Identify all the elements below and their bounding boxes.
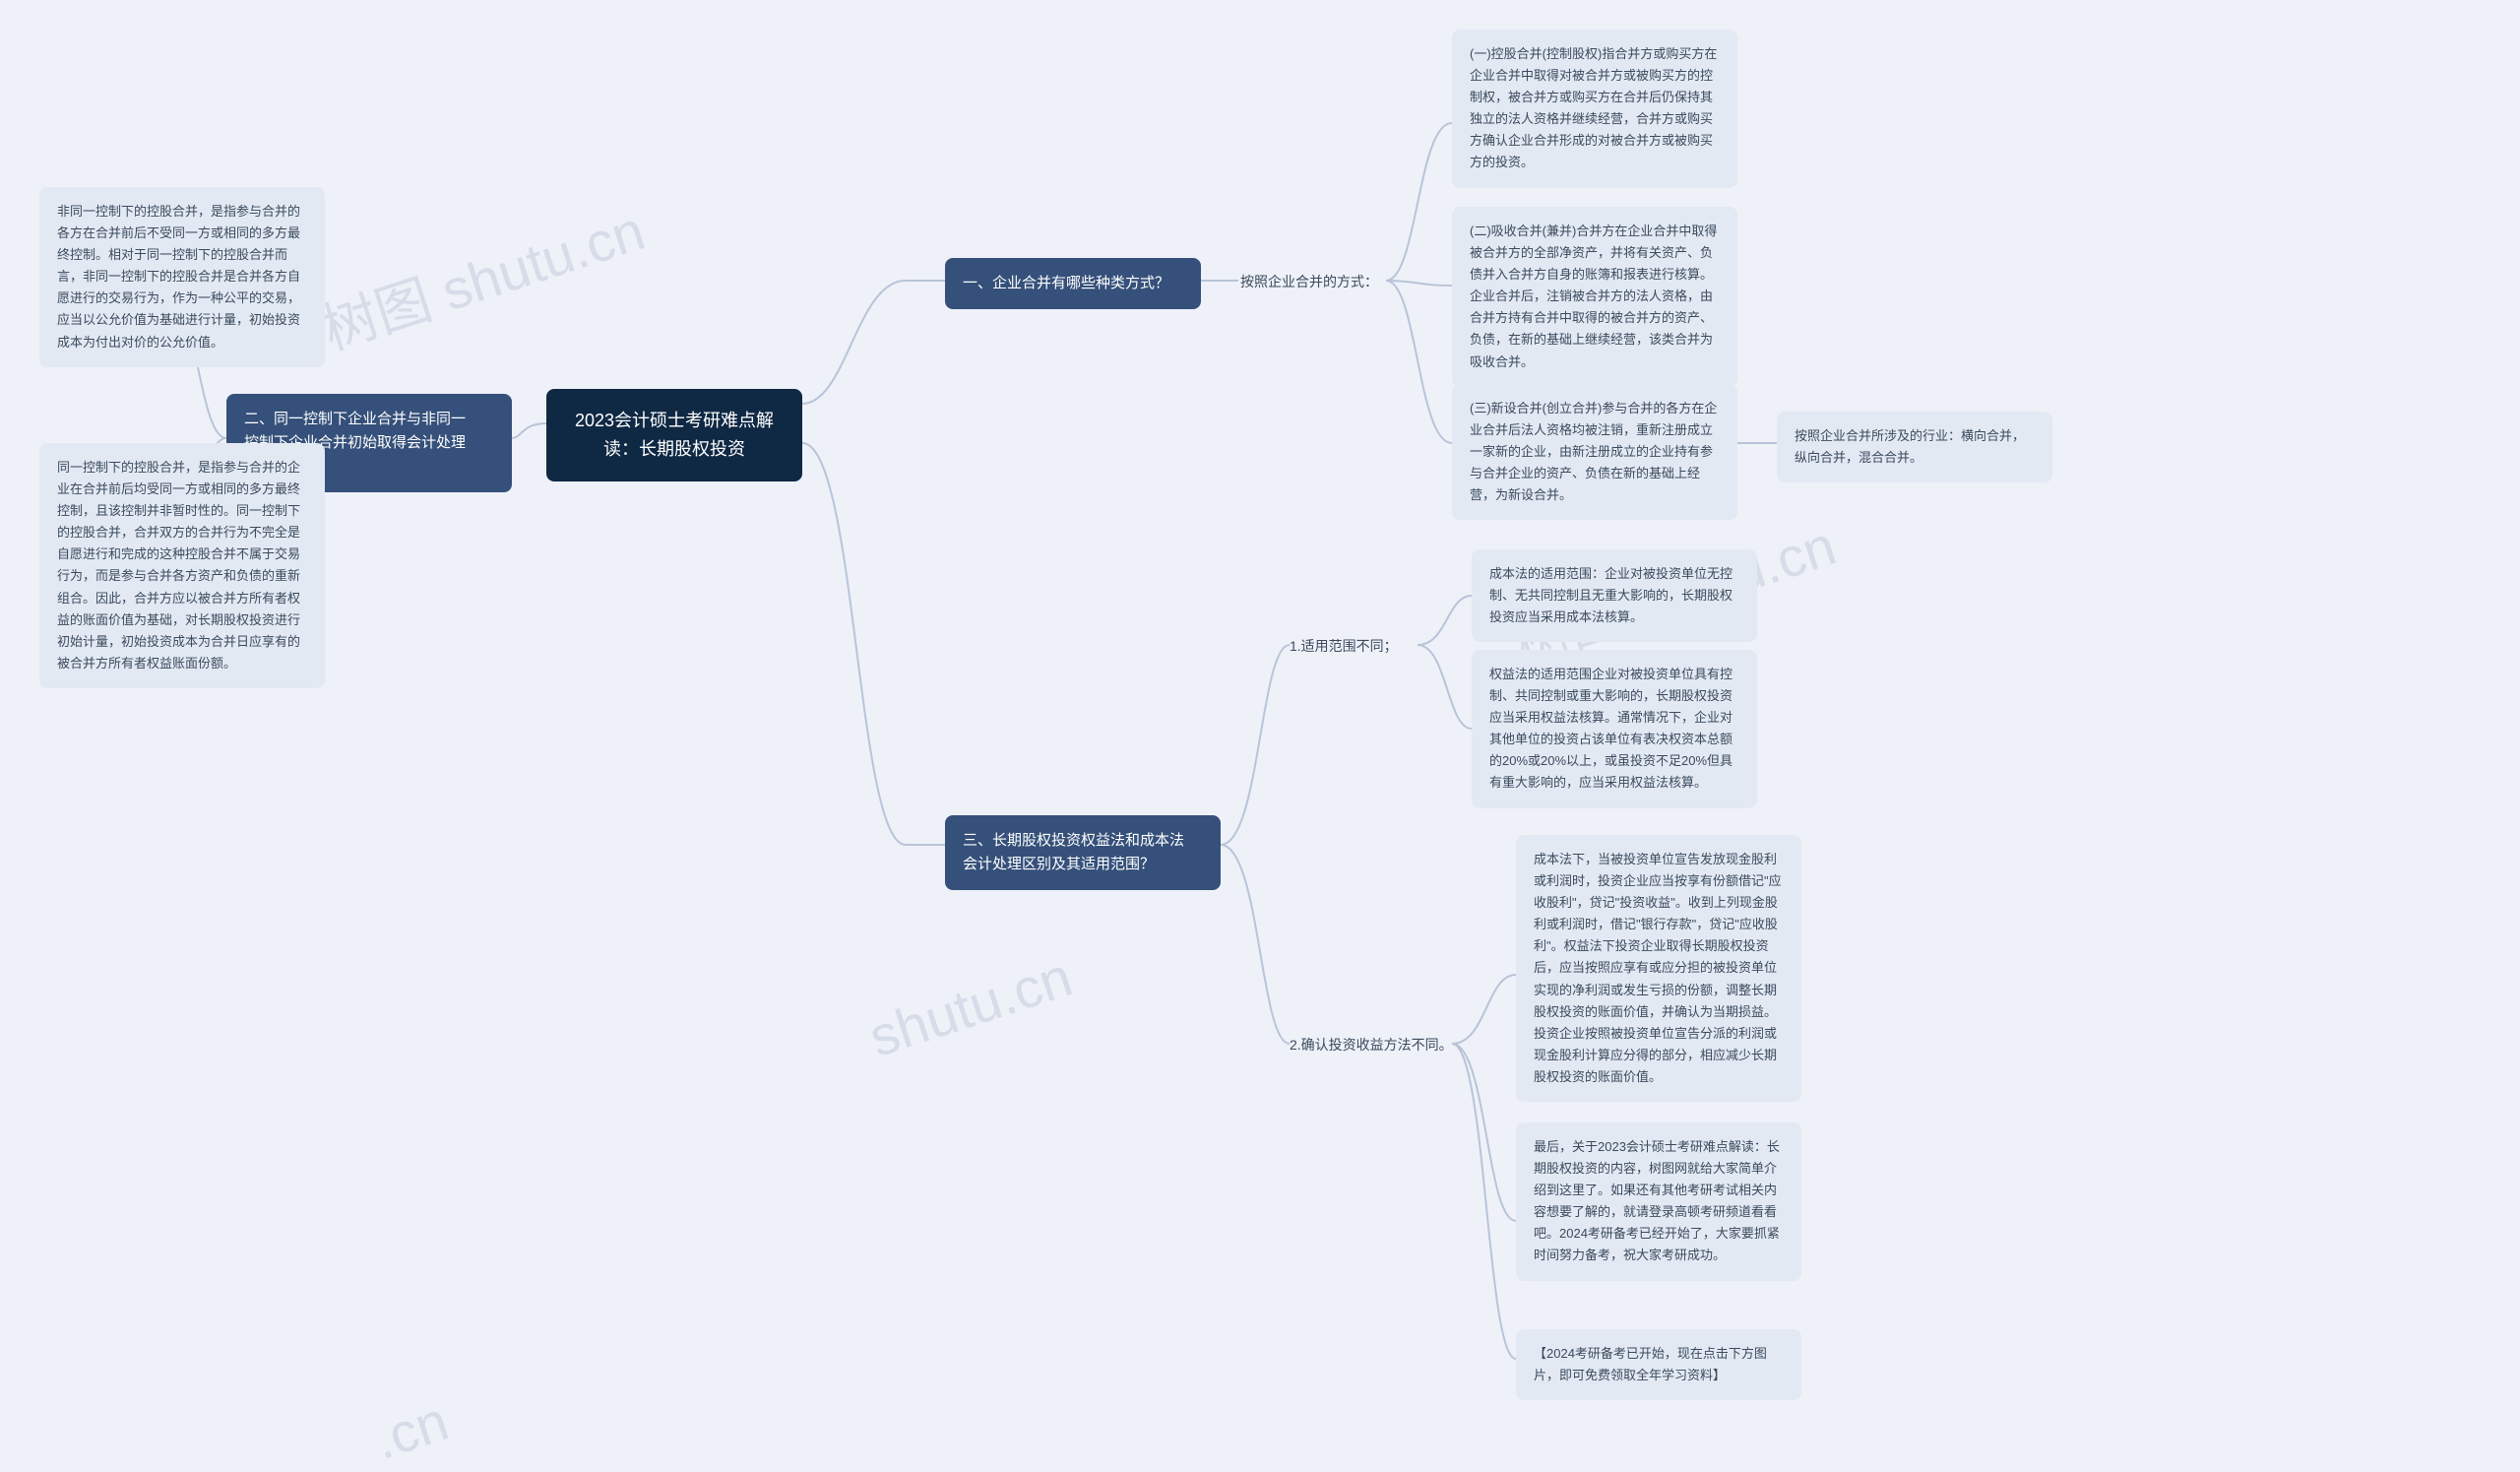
branch3-title-l2: 会计处理区别及其适用范围？ bbox=[963, 856, 1155, 872]
branch1-title: 一、企业合并有哪些种类方式？ bbox=[945, 258, 1201, 309]
root-line2: 读：长期股权投资 bbox=[603, 439, 745, 459]
branch1-item-1-text: (二)吸收合并(兼并)合并方在企业合并中取得被合并方的全部净资产，并将有关资产、… bbox=[1470, 224, 1717, 369]
branch2-title-l1: 二、同一控制下企业合并与非同一 bbox=[244, 411, 466, 427]
branch3-title-l1: 三、长期股权投资权益法和成本法 bbox=[963, 832, 1184, 849]
connector-lines bbox=[0, 0, 2520, 1444]
branch3-sub1-item-0: 成本法的适用范围：企业对被投资单位无控制、无共同控制且无重大影响的，长期股权投资… bbox=[1472, 549, 1757, 642]
branch2-item-1-text: 同一控制下的控股合并，是指参与合并的企业在合并前后均受同一方或相同的多方最终控制… bbox=[57, 460, 300, 671]
branch3-sub2-label: 2.确认投资收益方法不同。 bbox=[1290, 1034, 1453, 1057]
branch3-title: 三、长期股权投资权益法和成本法 会计处理区别及其适用范围？ bbox=[945, 815, 1221, 890]
branch1-sublabel: 按照企业合并的方式： bbox=[1240, 271, 1378, 294]
branch1-title-text: 一、企业合并有哪些种类方式？ bbox=[963, 275, 1169, 291]
branch1-sublabel-text: 按照企业合并的方式： bbox=[1240, 274, 1378, 289]
branch1-item-0: (一)控股合并(控制股权)指合并方或购买方在企业合并中取得对被合并方或被购买方的… bbox=[1452, 30, 1737, 188]
branch3-sub1-item-1: 权益法的适用范围企业对被投资单位具有控制、共同控制或重大影响的，长期股权投资应当… bbox=[1472, 650, 1757, 808]
branch3-sub2-label-text: 2.确认投资收益方法不同。 bbox=[1290, 1037, 1453, 1053]
watermark: .cn bbox=[366, 1388, 456, 1472]
root-line1: 2023会计硕士考研难点解 bbox=[575, 411, 774, 430]
branch3-sub2-item-1: 最后，关于2023会计硕士考研难点解读：长期股权投资的内容，树图网就给大家简单介… bbox=[1516, 1122, 1801, 1281]
branch3-sub1-label: 1.适用范围不同； bbox=[1290, 635, 1398, 659]
branch3-sub2-item-2: 【2024考研备考已开始，现在点击下方图片，即可免费领取全年学习资料】 bbox=[1516, 1329, 1801, 1400]
branch1-item-2: (三)新设合并(创立合并)参与合并的各方在企业合并后法人资格均被注销，重新注册成… bbox=[1452, 384, 1737, 520]
branch1-item-1: (二)吸收合并(兼并)合并方在企业合并中取得被合并方的全部净资产，并将有关资产、… bbox=[1452, 207, 1737, 387]
branch3-sub2-item-1-text: 最后，关于2023会计硕士考研难点解读：长期股权投资的内容，树图网就给大家简单介… bbox=[1534, 1139, 1780, 1262]
watermark: 树图 shutu.cn bbox=[311, 187, 654, 366]
branch3-sub2-item-0-text: 成本法下，当被投资单位宣告发放现金股利或利润时，投资企业应当按享有份额借记"应收… bbox=[1534, 852, 1782, 1084]
branch2-item-0-text: 非同一控制下的控股合并，是指参与合并的各方在合并前后不受同一方或相同的多方最终控… bbox=[57, 204, 300, 350]
branch3-sub2-item-0: 成本法下，当被投资单位宣告发放现金股利或利润时，投资企业应当按享有份额借记"应收… bbox=[1516, 835, 1801, 1102]
branch3-sub1-item-0-text: 成本法的适用范围：企业对被投资单位无控制、无共同控制且无重大影响的，长期股权投资… bbox=[1489, 566, 1732, 624]
branch3-sub1-label-text: 1.适用范围不同； bbox=[1290, 638, 1398, 654]
branch3-sub2-item-2-text: 【2024考研备考已开始，现在点击下方图片，即可免费领取全年学习资料】 bbox=[1534, 1346, 1767, 1382]
branch1-terminal-text: 按照企业合并所涉及的行业：横向合并，纵向合并，混合合并。 bbox=[1795, 428, 2025, 465]
branch1-item-0-text: (一)控股合并(控制股权)指合并方或购买方在企业合并中取得对被合并方或被购买方的… bbox=[1470, 46, 1717, 169]
branch1-terminal: 按照企业合并所涉及的行业：横向合并，纵向合并，混合合并。 bbox=[1777, 412, 2052, 482]
branch3-sub1-item-1-text: 权益法的适用范围企业对被投资单位具有控制、共同控制或重大影响的，长期股权投资应当… bbox=[1489, 667, 1732, 790]
branch2-item-1: 同一控制下的控股合并，是指参与合并的企业在合并前后均受同一方或相同的多方最终控制… bbox=[39, 443, 325, 688]
watermark: shutu.cn bbox=[861, 944, 1079, 1069]
branch1-item-2-text: (三)新设合并(创立合并)参与合并的各方在企业合并后法人资格均被注销，重新注册成… bbox=[1470, 401, 1717, 502]
branch2-item-0: 非同一控制下的控股合并，是指参与合并的各方在合并前后不受同一方或相同的多方最终控… bbox=[39, 187, 325, 367]
root-node: 2023会计硕士考研难点解 读：长期股权投资 bbox=[546, 389, 802, 481]
